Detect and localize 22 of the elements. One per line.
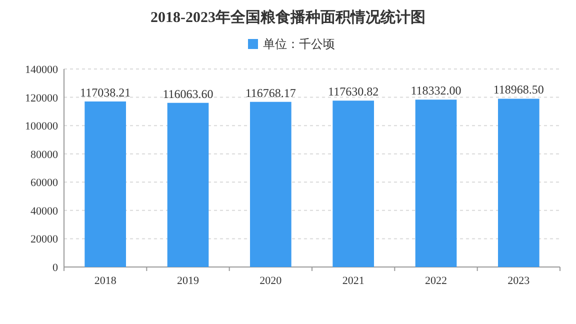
data-label: 117038.21 xyxy=(80,85,131,100)
y-tick-label: 100000 xyxy=(25,120,58,133)
x-tick-label: 2018 xyxy=(94,275,117,287)
y-tick-label: 60000 xyxy=(30,177,58,190)
legend-label: 单位：千公顷 xyxy=(263,37,335,51)
x-tick-label: 2023 xyxy=(508,275,530,287)
x-tick-label: 2022 xyxy=(425,275,447,287)
y-tick-label: 80000 xyxy=(30,148,58,161)
x-tick-label: 2020 xyxy=(260,275,282,287)
y-tick-label: 40000 xyxy=(30,205,58,218)
x-tick-label: 2021 xyxy=(342,275,364,287)
data-label: 116063.60 xyxy=(162,86,214,101)
y-tick-label: 140000 xyxy=(25,64,58,76)
y-tick-label: 0 xyxy=(52,262,58,274)
data-label: 117630.82 xyxy=(328,84,379,99)
x-tick-label: 2019 xyxy=(177,275,200,287)
data-label: 118332.00 xyxy=(410,84,462,98)
chart-title: 2018-2023年全国粮食播种面积情况统计图 xyxy=(150,9,426,26)
data-label: 118968.50 xyxy=(493,82,544,97)
y-tick-label: 20000 xyxy=(30,234,58,246)
data-label: 116768.17 xyxy=(245,86,296,100)
y-tick-label: 120000 xyxy=(25,92,58,104)
